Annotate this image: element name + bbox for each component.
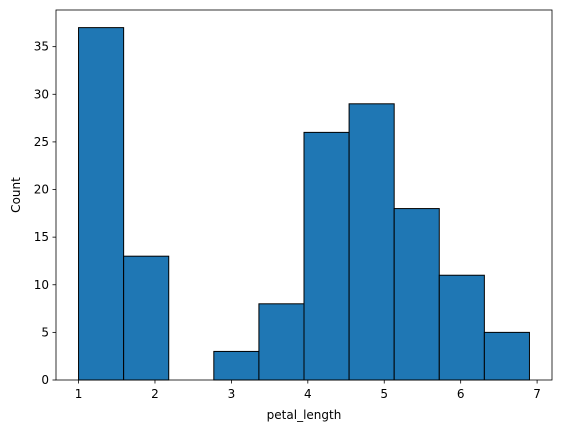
x-axis-label: petal_length	[267, 408, 342, 422]
y-tick-label: 0	[41, 373, 49, 387]
histogram-bar	[78, 27, 125, 381]
x-tick-label: 2	[151, 387, 159, 401]
y-tick-label: 20	[34, 183, 49, 197]
x-tick-label: 6	[457, 387, 465, 401]
histogram-bar	[348, 103, 395, 381]
y-tick-label: 15	[34, 230, 49, 244]
histogram-bar	[483, 331, 530, 381]
histogram-bar	[393, 208, 440, 381]
y-axis-label: Count	[9, 177, 23, 213]
histogram-bar	[438, 274, 485, 381]
y-tick-label: 25	[34, 135, 49, 149]
y-tick-label: 30	[34, 87, 49, 101]
plot-frame	[55, 9, 553, 381]
histogram-bar	[258, 303, 305, 381]
x-tick-label: 5	[380, 387, 388, 401]
x-tick-label: 4	[304, 387, 312, 401]
x-tick-label: 1	[75, 387, 83, 401]
histogram-bar	[213, 350, 260, 381]
y-axis-ticks: 0 5 10 15 20 25 30 35	[34, 40, 56, 387]
y-tick-label: 35	[34, 40, 49, 54]
y-tick-label: 5	[41, 325, 49, 339]
bars-group	[78, 27, 530, 381]
histogram-bar	[123, 255, 170, 381]
y-tick-label: 10	[34, 278, 49, 292]
x-tick-label: 3	[228, 387, 236, 401]
histogram-bar	[303, 131, 350, 381]
x-tick-label: 7	[533, 387, 541, 401]
x-axis-ticks: 1 2 3 4 5 6 7	[75, 380, 541, 401]
